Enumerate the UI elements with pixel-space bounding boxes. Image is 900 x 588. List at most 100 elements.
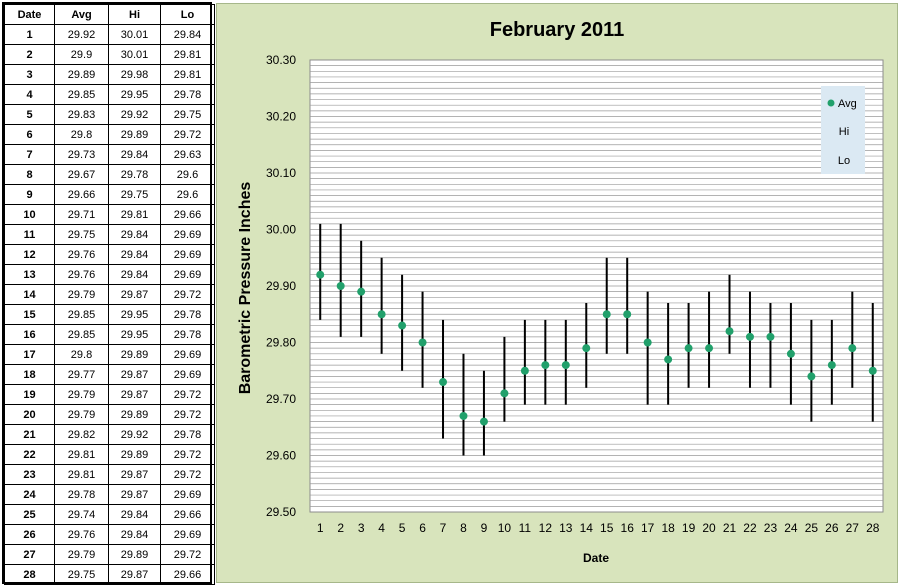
data-table-container: Date Avg Hi Lo 1 29.92 30.01 29.84 2 29.9 30.0…	[2, 2, 215, 585]
header-date: Date	[4, 4, 55, 25]
cell-date: 3	[4, 64, 55, 85]
cell-lo: 29.72	[160, 544, 215, 565]
cell-lo: 29.78	[160, 324, 215, 345]
cell-hi: 29.84	[108, 264, 161, 285]
avg-point	[439, 378, 448, 387]
cell-avg: 29.74	[54, 504, 109, 525]
table-row: 22 29.81 29.89 29.72	[4, 444, 215, 465]
cell-lo: 29.69	[160, 244, 215, 265]
avg-point	[868, 366, 877, 375]
cell-avg: 29.83	[54, 104, 109, 125]
cell-hi: 29.87	[108, 284, 161, 305]
avg-point	[807, 372, 816, 381]
cell-lo: 29.69	[160, 484, 215, 505]
cell-avg: 29.79	[54, 544, 109, 565]
cell-lo: 29.81	[160, 64, 215, 85]
cell-hi: 29.84	[108, 504, 161, 525]
x-tick-label: 20	[702, 521, 716, 535]
cell-lo: 29.66	[160, 564, 215, 585]
cell-hi: 29.89	[108, 444, 161, 465]
pressure-data-table: Date Avg Hi Lo 1 29.92 30.01 29.84 2 29.9 30.0…	[4, 4, 215, 585]
cell-hi: 29.84	[108, 524, 161, 545]
x-tick-label: 14	[580, 521, 594, 535]
avg-point	[745, 332, 754, 341]
cell-lo: 29.78	[160, 304, 215, 325]
cell-date: 8	[4, 164, 55, 185]
cell-lo: 29.78	[160, 84, 215, 105]
cell-hi: 29.89	[108, 404, 161, 425]
cell-date: 20	[4, 404, 55, 425]
avg-point	[459, 411, 468, 420]
cell-avg: 29.89	[54, 64, 109, 85]
cell-hi: 29.98	[108, 64, 161, 85]
table-row: 8 29.67 29.78 29.6	[4, 164, 215, 185]
cell-hi: 29.89	[108, 124, 161, 145]
x-tick-label: 3	[358, 521, 365, 535]
cell-avg: 29.76	[54, 264, 109, 285]
avg-point	[418, 338, 427, 347]
cell-avg: 29.73	[54, 144, 109, 165]
cell-hi: 29.87	[108, 364, 161, 385]
table-row: 7 29.73 29.84 29.63	[4, 144, 215, 165]
x-tick-label: 19	[682, 521, 696, 535]
cell-avg: 29.76	[54, 524, 109, 545]
table-row: 13 29.76 29.84 29.69	[4, 264, 215, 285]
cell-avg: 29.75	[54, 224, 109, 245]
x-tick-label: 23	[764, 521, 778, 535]
cell-lo: 29.69	[160, 264, 215, 285]
cell-hi: 29.87	[108, 384, 161, 405]
cell-date: 28	[4, 564, 55, 585]
chart-legend: Avg Hi Lo	[821, 86, 865, 174]
cell-date: 25	[4, 504, 55, 525]
cell-avg: 29.78	[54, 484, 109, 505]
table-row: 6 29.8 29.89 29.72	[4, 124, 215, 145]
x-tick-label: 17	[641, 521, 655, 535]
cell-lo: 29.69	[160, 364, 215, 385]
cell-date: 23	[4, 464, 55, 485]
cell-hi: 29.89	[108, 544, 161, 565]
y-axis-label: Barometric Pressure Inches	[237, 182, 254, 395]
avg-point	[377, 310, 386, 319]
x-tick-label: 8	[460, 521, 467, 535]
cell-avg: 29.9	[54, 44, 109, 65]
cell-date: 22	[4, 444, 55, 465]
avg-point	[357, 287, 366, 296]
table-row: 4 29.85 29.95 29.78	[4, 84, 215, 105]
cell-avg: 29.75	[54, 564, 109, 585]
cell-avg: 29.85	[54, 84, 109, 105]
table-row: 14 29.79 29.87 29.72	[4, 284, 215, 305]
cell-date: 19	[4, 384, 55, 405]
table-row: 9 29.66 29.75 29.6	[4, 184, 215, 205]
x-tick-label: 15	[600, 521, 614, 535]
cell-avg: 29.85	[54, 304, 109, 325]
cell-avg: 29.79	[54, 404, 109, 425]
cell-date: 4	[4, 84, 55, 105]
table-row: 5 29.83 29.92 29.75	[4, 104, 215, 125]
table-row: 1 29.92 30.01 29.84	[4, 24, 215, 45]
cell-avg: 29.79	[54, 284, 109, 305]
table-body: 1 29.92 30.01 29.84 2 29.9 30.01 29.81 3 29.89 29.…	[4, 24, 215, 585]
table-row: 2 29.9 30.01 29.81	[4, 44, 215, 65]
cell-avg: 29.66	[54, 184, 109, 205]
cell-avg: 29.92	[54, 24, 109, 45]
cell-hi: 29.89	[108, 344, 161, 365]
chart-area: February 2011 Barometric Pressure Inches…	[216, 3, 898, 583]
legend-lo-label: Lo	[838, 155, 850, 167]
avg-point	[316, 270, 325, 279]
table-row: 21 29.82 29.92 29.78	[4, 424, 215, 445]
cell-date: 12	[4, 244, 55, 265]
cell-hi: 30.01	[108, 44, 161, 65]
avg-point	[766, 332, 775, 341]
cell-lo: 29.69	[160, 224, 215, 245]
header-lo: Lo	[160, 4, 215, 25]
x-tick-label: 12	[539, 521, 553, 535]
avg-point	[520, 366, 529, 375]
x-tick-label: 27	[846, 521, 860, 535]
legend-box	[821, 86, 865, 174]
table-header-row: Date Avg Hi Lo	[4, 4, 215, 25]
cell-hi: 30.01	[108, 24, 161, 45]
cell-lo: 29.72	[160, 384, 215, 405]
cell-lo: 29.72	[160, 124, 215, 145]
cell-avg: 29.8	[54, 124, 109, 145]
cell-avg: 29.81	[54, 464, 109, 485]
